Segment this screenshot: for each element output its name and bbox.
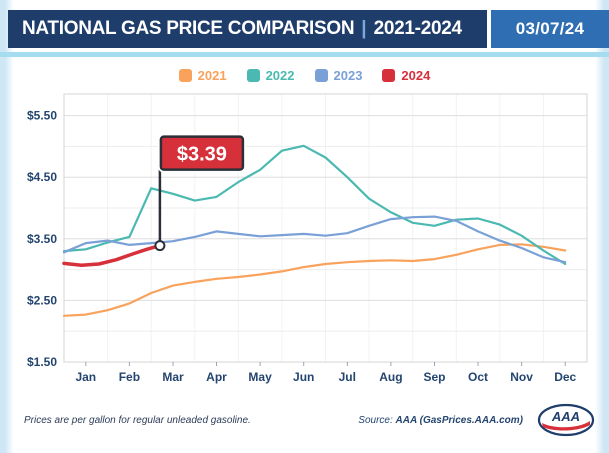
svg-text:Sep: Sep xyxy=(423,370,445,384)
svg-text:Oct: Oct xyxy=(468,370,488,384)
title-separator: | xyxy=(361,18,367,39)
legend-swatch xyxy=(314,68,328,82)
svg-text:Feb: Feb xyxy=(119,370,140,384)
legend-label: 2022 xyxy=(265,67,295,83)
footer: Prices are per gallon for regular unlead… xyxy=(0,399,609,437)
svg-text:Apr: Apr xyxy=(206,370,227,384)
legend-item-2023: 2023 xyxy=(314,67,363,83)
title-bar: NATIONAL GAS PRICE COMPARISON | 2021-202… xyxy=(8,10,487,48)
chart-area: $1.50 $2.50 $3.50 $4.50 $5.50 Jan Feb Mar Apr May… xyxy=(12,86,597,399)
legend: 2021 2022 2023 2024 xyxy=(0,66,609,84)
aaa-logo-text: AAA xyxy=(551,409,580,424)
legend-item-2021: 2021 xyxy=(178,67,227,83)
source-label: Source: xyxy=(358,414,393,426)
source-text: Source: AAA (GasPrices.AAA.com) xyxy=(358,415,523,426)
svg-text:Dec: Dec xyxy=(554,370,576,384)
legend-swatch xyxy=(382,68,396,82)
legend-item-2022: 2022 xyxy=(246,67,295,83)
legend-label: 2024 xyxy=(401,67,431,83)
svg-text:May: May xyxy=(248,370,272,384)
legend-item-2024: 2024 xyxy=(382,68,430,83)
legend-swatch xyxy=(178,68,192,82)
svg-text:$3.50: $3.50 xyxy=(27,232,57,246)
page-title: NATIONAL GAS PRICE COMPARISON xyxy=(22,18,355,39)
title-years: 2021-2024 xyxy=(373,18,462,39)
svg-text:Jul: Jul xyxy=(339,370,356,384)
date-badge: 03/07/24 xyxy=(491,10,609,48)
footnote: Prices are per gallon for regular unlead… xyxy=(24,414,251,426)
svg-text:Aug: Aug xyxy=(379,370,402,384)
svg-text:Jan: Jan xyxy=(75,370,96,384)
legend-label: 2021 xyxy=(197,67,227,83)
svg-text:$3.39: $3.39 xyxy=(177,144,227,166)
legend-swatch xyxy=(246,68,260,82)
svg-text:Mar: Mar xyxy=(162,370,184,384)
header: NATIONAL GAS PRICE COMPARISON | 2021-202… xyxy=(8,10,609,48)
header-stripe xyxy=(0,52,609,57)
svg-text:$5.50: $5.50 xyxy=(27,109,57,123)
svg-text:Nov: Nov xyxy=(510,370,533,384)
legend-label: 2023 xyxy=(333,67,363,83)
svg-text:$2.50: $2.50 xyxy=(27,293,57,307)
source-value: AAA (GasPrices.AAA.com) xyxy=(395,414,523,426)
gas-price-line-chart: $1.50 $2.50 $3.50 $4.50 $5.50 Jan Feb Mar Apr May… xyxy=(27,93,588,384)
aaa-logo: AAA xyxy=(537,403,595,437)
svg-text:$1.50: $1.50 xyxy=(27,355,57,369)
svg-text:$4.50: $4.50 xyxy=(27,170,57,184)
svg-text:Jun: Jun xyxy=(293,370,314,384)
